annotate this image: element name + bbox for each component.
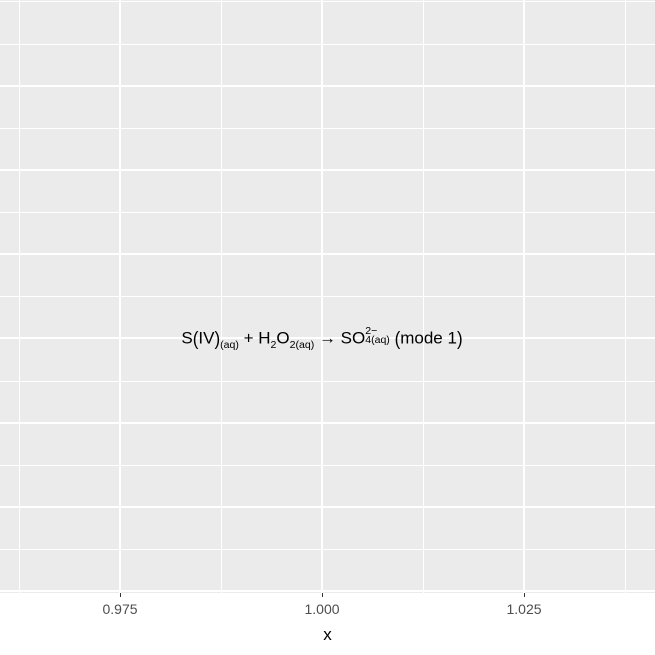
- grid-line-horizontal: [0, 128, 655, 129]
- grid-line-horizontal: [0, 465, 655, 466]
- grid-line-horizontal: [0, 85, 655, 87]
- grid-line-horizontal: [0, 253, 655, 255]
- grid-line-horizontal: [0, 590, 655, 592]
- grid-line-horizontal: [0, 296, 655, 297]
- grid-line-vertical: [523, 0, 525, 593]
- x-tick-label: 1.000: [304, 601, 339, 617]
- grid-line-horizontal: [0, 506, 655, 508]
- grid-line-horizontal: [0, 1, 655, 2]
- grid-line-horizontal: [0, 169, 655, 171]
- grid-line-vertical: [321, 0, 323, 593]
- grid-line-vertical: [119, 0, 121, 593]
- x-tick-label: 0.975: [102, 601, 137, 617]
- x-axis-title: x: [323, 625, 332, 645]
- x-tick-mark: [524, 593, 525, 597]
- x-tick-mark: [120, 593, 121, 597]
- grid-line-horizontal: [0, 381, 655, 382]
- grid-line-horizontal: [0, 212, 655, 213]
- x-tick-mark: [322, 593, 323, 597]
- grid-line-vertical: [625, 0, 626, 593]
- chart-container: { "chart": { "type": "scatter-empty", "p…: [0, 0, 655, 655]
- grid-line-vertical: [19, 0, 20, 593]
- x-tick-label: 1.025: [506, 601, 541, 617]
- grid-line-horizontal: [0, 549, 655, 550]
- grid-line-vertical: [423, 0, 424, 593]
- grid-line-horizontal: [0, 422, 655, 424]
- chemical-annotation: S(IV)(aq) + H2O2(aq) → SO2−4(aq) (mode 1…: [181, 327, 462, 348]
- plot-panel: [0, 0, 655, 593]
- grid-line-vertical: [221, 0, 222, 593]
- grid-line-horizontal: [0, 44, 655, 45]
